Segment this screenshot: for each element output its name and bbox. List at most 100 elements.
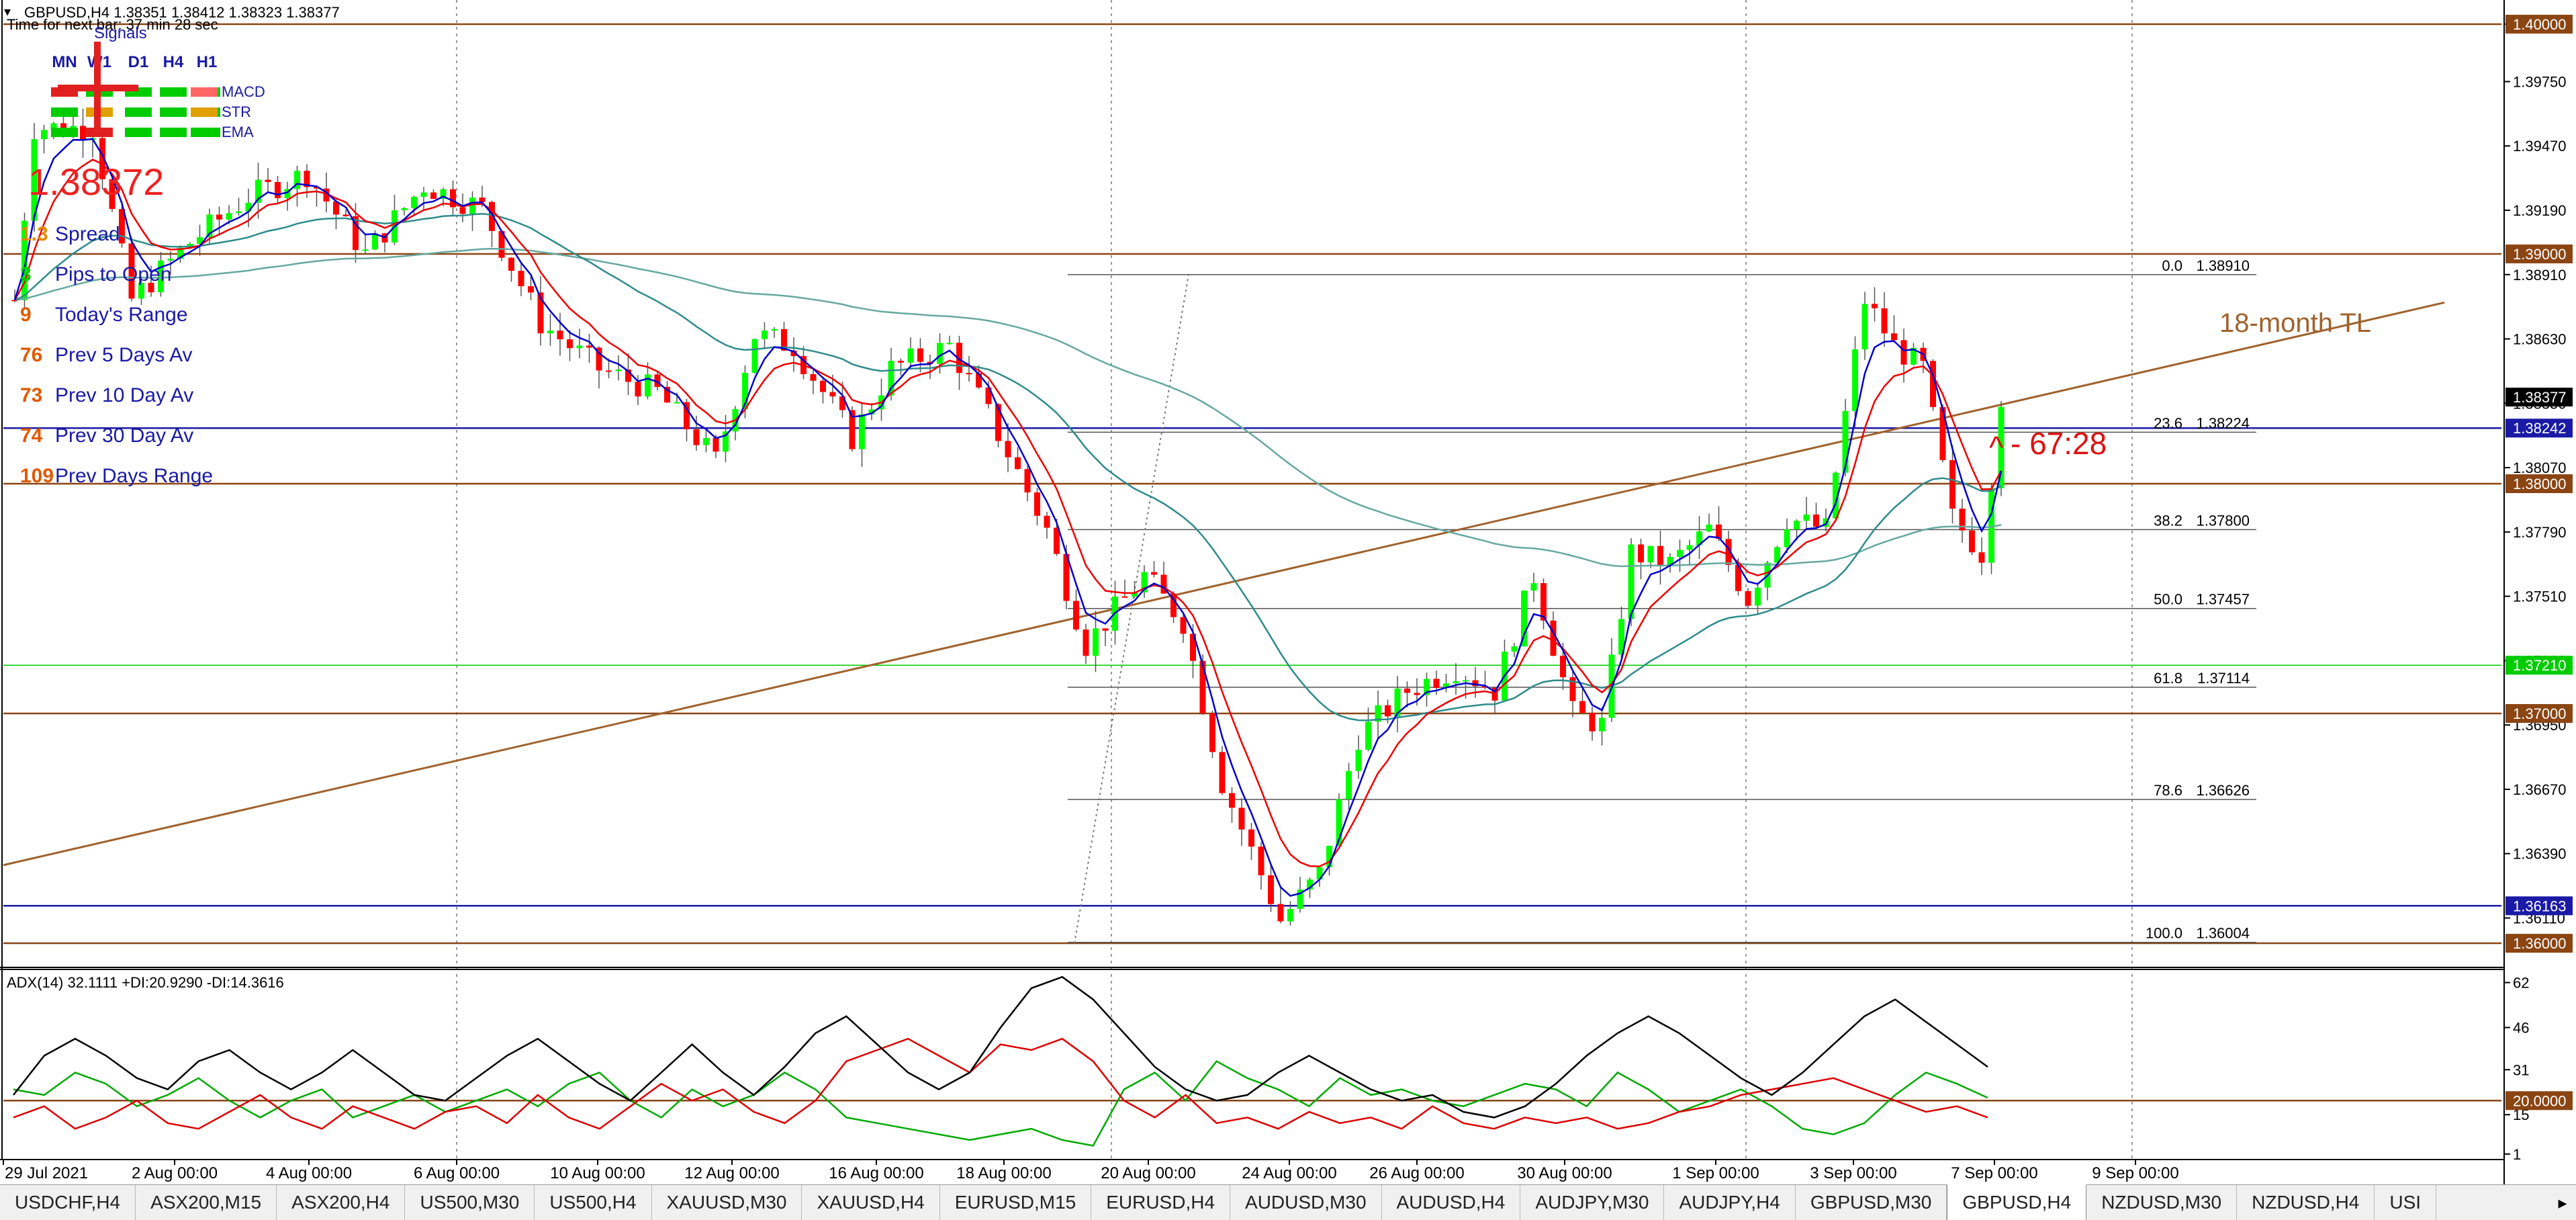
- bull-candle: [1988, 488, 1994, 563]
- bull-candle: [1774, 547, 1780, 563]
- bear-candle: [1229, 793, 1235, 808]
- bull-candle: [1297, 889, 1303, 909]
- tab-eurusd-h4[interactable]: EURUSD,H4: [1091, 1185, 1231, 1220]
- bear-candle: [1209, 713, 1215, 752]
- tab-nzdusd-m30[interactable]: NZDUSD,M30: [2086, 1185, 2238, 1220]
- tab-audjpy-m30[interactable]: AUDJPY,M30: [1520, 1185, 1665, 1220]
- bull-candle: [1599, 717, 1605, 732]
- tab-gbpusd-h4[interactable]: GBPUSD,H4: [1947, 1184, 2087, 1220]
- bear-candle: [1199, 660, 1206, 713]
- bear-candle: [1900, 340, 1907, 365]
- stat-value: 76: [20, 344, 42, 366]
- tab-asx200-m15[interactable]: ASX200,M15: [136, 1185, 277, 1220]
- fib-ratio: 61.8: [2154, 670, 2182, 687]
- bear-candle: [1433, 679, 1440, 689]
- tab-audusd-h4[interactable]: AUDUSD,H4: [1382, 1185, 1521, 1220]
- adx-tick-label: 31: [2513, 1061, 2529, 1078]
- ema-mid-line: [13, 159, 2003, 867]
- bear-candle: [596, 347, 602, 371]
- time-tick-label: 18 Aug 00:00: [956, 1164, 1051, 1182]
- tab-xauusd-h4[interactable]: XAUUSD,H4: [802, 1185, 940, 1220]
- bull-candle: [1911, 347, 1917, 365]
- bear-candle: [304, 171, 310, 187]
- tab-usdchf-h4[interactable]: USDCHF,H4: [0, 1185, 136, 1220]
- tab-nzdusd-h4[interactable]: NZDUSD,H4: [2237, 1185, 2375, 1220]
- price-label-box: [2505, 704, 2573, 724]
- tab-audusd-m30[interactable]: AUDUSD,M30: [1230, 1185, 1382, 1220]
- bull-candle: [1696, 531, 1702, 546]
- tab-xauusd-m30[interactable]: XAUUSD,M30: [652, 1185, 802, 1220]
- bull-candle: [401, 208, 408, 211]
- bear-candle: [450, 189, 456, 208]
- price-tick-label: 1.37790: [2513, 524, 2567, 541]
- price-label-text: 1.37000: [2513, 705, 2567, 722]
- bull-candle: [1784, 529, 1790, 548]
- bear-candle: [342, 214, 349, 216]
- bull-candle: [1647, 546, 1654, 563]
- price-axis[interactable]: 1.40000 1.39750 1.39470 1.39190 1.38910 1.386…: [2504, 16, 2567, 926]
- bull-candle: [1618, 619, 1624, 655]
- bull-candle: [1628, 544, 1635, 619]
- trendline-segment: [3, 301, 2445, 867]
- bear-candle: [1005, 441, 1011, 458]
- bear-candle: [1550, 620, 1557, 656]
- bear-candle: [1725, 539, 1732, 565]
- stat-label: Pips to Open: [55, 263, 171, 286]
- tab-gbpusd-m30[interactable]: GBPUSD,M30: [1796, 1185, 1947, 1220]
- bear-candle: [684, 402, 690, 430]
- bear-candle: [1034, 492, 1040, 516]
- price-label-text: 1.38000: [2513, 476, 2567, 492]
- bear-candle: [1939, 406, 1946, 460]
- tab-eurusd-m15[interactable]: EURUSD,M15: [940, 1185, 1092, 1220]
- bull-candle: [1686, 545, 1693, 550]
- tab-audjpy-h4[interactable]: AUDJPY,H4: [1664, 1185, 1796, 1220]
- tab-us500-h4[interactable]: US500,H4: [535, 1185, 652, 1220]
- bear-candle: [664, 386, 670, 403]
- bull-candle: [1833, 472, 1839, 519]
- bear-candle: [508, 257, 514, 271]
- bear-candle: [528, 286, 534, 293]
- price-tick-label: 1.37510: [2513, 589, 2567, 605]
- price-label-text: 1.38242: [2513, 420, 2567, 437]
- price-tick-label: 1.38630: [2513, 331, 2567, 348]
- tab-asx200-h4[interactable]: ASX200,H4: [277, 1185, 406, 1220]
- price-label-text: 1.36163: [2513, 898, 2567, 914]
- fib-ratio: 50.0: [2154, 591, 2182, 608]
- bull-candle: [1093, 628, 1099, 656]
- tab-usi[interactable]: USI: [2375, 1185, 2437, 1220]
- bear-candle: [1160, 574, 1167, 594]
- bear-candle: [1579, 701, 1585, 713]
- bull-candle: [742, 372, 748, 409]
- bull-candle: [751, 339, 758, 373]
- fib-ratio: 100.0: [2146, 925, 2182, 942]
- bear-candle: [1735, 564, 1741, 591]
- bear-candle: [810, 374, 817, 381]
- stat-value: 73: [20, 384, 42, 406]
- fib-price: 1.36626: [2196, 782, 2250, 799]
- bull-candle: [206, 214, 213, 238]
- bear-candle: [995, 404, 1001, 441]
- bear-candle: [1872, 304, 1878, 308]
- fib-price: 1.36004: [2196, 925, 2250, 942]
- bull-candle: [1287, 908, 1293, 922]
- header-collapse-icon[interactable]: ▾: [4, 5, 11, 19]
- tab-us500-m30[interactable]: US500,M30: [405, 1185, 535, 1220]
- time-axis[interactable]: 29 Jul 2021 2 Aug 00:00 4 Aug 00:00 6 Aug 0…: [3, 1160, 2179, 1182]
- bull-candle: [1394, 688, 1401, 717]
- bull-candle: [1316, 867, 1323, 880]
- time-tick-label: 20 Aug 00:00: [1101, 1164, 1195, 1182]
- fibonacci-retracement[interactable]: 0.0 1.38910 23.6 1.38224 38.2 1.37800 50.0 1.37…: [1068, 257, 2256, 944]
- price-tick-label: 1.39470: [2513, 138, 2567, 155]
- time-tick-label: 1 Sep 00:00: [1672, 1164, 1759, 1182]
- bull-candle: [469, 198, 475, 214]
- price-tick-label: 1.38910: [2513, 267, 2567, 284]
- bear-candle: [1044, 515, 1050, 528]
- bear-candle: [1540, 583, 1547, 621]
- bear-candle: [712, 437, 719, 452]
- trendline[interactable]: [3, 301, 2445, 867]
- bear-candle: [99, 138, 105, 179]
- tab-scroll-right-icon[interactable]: ▸: [2549, 1185, 2576, 1220]
- moving-averages: [13, 138, 2003, 897]
- bear-candle: [1959, 509, 1966, 531]
